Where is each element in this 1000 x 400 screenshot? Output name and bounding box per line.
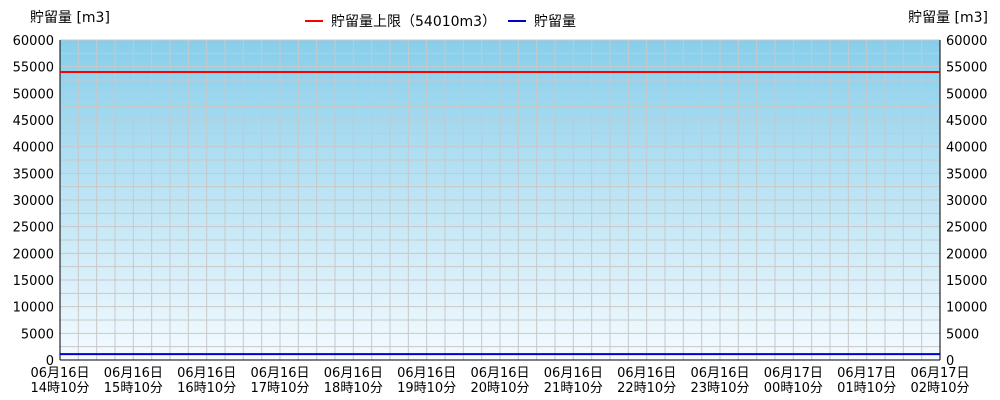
legend-label-storage: 貯留量 <box>534 14 576 30</box>
x-tick-label: 06月16日 19時10分 <box>397 366 456 396</box>
y-tick-label-left: 15000 <box>13 274 54 289</box>
axes: 0 0 5000 5000 10000 10000 15000 15000 20000 20000… <box>13 34 988 396</box>
x-tick-label: 06月16日 23時10分 <box>690 366 749 396</box>
x-tick-label: 06月16日 20時10分 <box>470 366 529 396</box>
y-tick-label-right: 20000 <box>946 247 987 262</box>
x-tick-label: 06月17日 02時10分 <box>910 366 969 396</box>
x-tick-label: 06月16日 17時10分 <box>250 366 309 396</box>
y-tick-label-left: 0 <box>46 354 54 369</box>
y-tick-label-right: 55000 <box>946 61 987 76</box>
x-tick-label: 06月16日 14時10分 <box>30 366 89 396</box>
y-tick-label-left: 35000 <box>13 167 54 182</box>
x-tick-label: 06月16日 16時10分 <box>177 366 236 396</box>
y-tick-label-right: 15000 <box>946 274 987 289</box>
series-layer <box>60 70 940 356</box>
x-tick-label: 06月16日 18時10分 <box>324 366 383 396</box>
y-tick-label-left: 10000 <box>13 301 54 316</box>
y-tick-label-right: 10000 <box>946 301 987 316</box>
y-tick-label-left: 45000 <box>13 114 54 129</box>
legend-label-upper-limit: 貯留量上限（54010m3） <box>331 14 496 30</box>
x-tick-label: 06月16日 21時10分 <box>544 366 603 396</box>
y-tick-label-left: 30000 <box>13 194 54 209</box>
y-tick-label-right: 40000 <box>946 141 987 156</box>
x-tick-label: 06月17日 00時10分 <box>764 366 823 396</box>
y-tick-label-right: 45000 <box>946 114 987 129</box>
x-tick-label: 06月16日 15時10分 <box>104 366 163 396</box>
y-tick-label-left: 25000 <box>13 221 54 236</box>
y-tick-label-right: 0 <box>946 354 954 369</box>
y-axis-left-title: 貯留量 [m3] <box>30 10 110 26</box>
y-tick-label-left: 5000 <box>21 327 54 342</box>
x-tick-label: 06月16日 22時10分 <box>617 366 676 396</box>
y-tick-label-left: 50000 <box>13 87 54 102</box>
y-tick-label-left: 55000 <box>13 61 54 76</box>
x-tick-label: 06月17日 01時10分 <box>837 366 896 396</box>
y-axis-right-title: 貯留量 [m3] <box>908 10 988 26</box>
y-tick-label-left: 60000 <box>13 34 54 49</box>
y-tick-label-right: 60000 <box>946 34 987 49</box>
y-tick-label-right: 35000 <box>946 167 987 182</box>
y-tick-label-right: 50000 <box>946 87 987 102</box>
y-tick-label-right: 5000 <box>946 327 979 342</box>
y-tick-label-left: 40000 <box>13 141 54 156</box>
legend: 貯留量上限（54010m3） 貯留量 <box>305 14 576 30</box>
y-tick-label-right: 30000 <box>946 194 987 209</box>
y-tick-label-right: 25000 <box>946 221 987 236</box>
y-tick-label-left: 20000 <box>13 247 54 262</box>
